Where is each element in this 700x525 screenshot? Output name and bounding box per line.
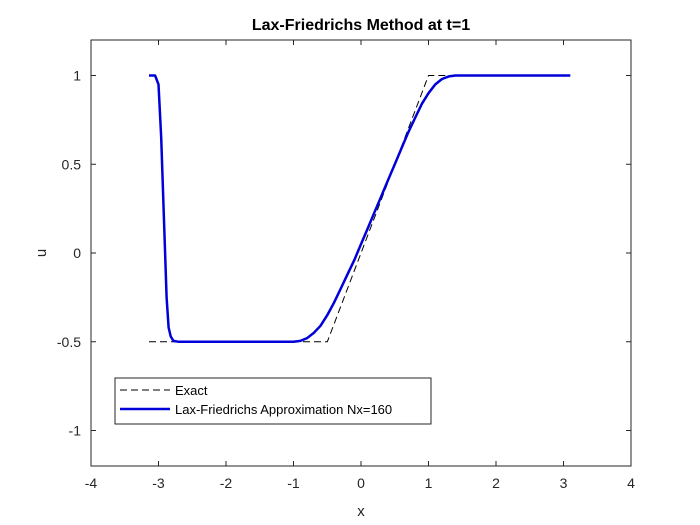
x-tick-label: -1: [287, 475, 300, 491]
x-tick-label: 2: [492, 475, 500, 491]
x-tick-label: -3: [152, 475, 165, 491]
x-tick-label: 3: [560, 475, 568, 491]
ticks-layer: -4 -3 -2 -1 0 1 2 3 4 -1 -0.5 0 0.5 1: [57, 40, 635, 491]
chart-title: Lax-Friedrichs Method at t=1: [252, 17, 470, 34]
y-tick-label: 0: [73, 245, 81, 261]
y-axis-label: u: [33, 249, 50, 257]
legend-box: [114, 377, 432, 425]
series-line-approximation: [149, 74, 571, 344]
y-tick-label: -1: [69, 423, 82, 439]
x-tick-label: 4: [627, 475, 635, 491]
x-tick-label: 0: [357, 475, 365, 491]
legend-label-exact: Exact: [175, 383, 208, 398]
x-axis-label: x: [357, 503, 365, 520]
x-tick-label: -4: [85, 475, 98, 491]
y-tick-label: 0.5: [62, 156, 82, 172]
y-tick-label: -0.5: [57, 334, 81, 350]
series-layer: [149, 74, 571, 344]
y-tick-label: 1: [73, 68, 81, 84]
legend: Exact Lax-Friedrichs Approximation Nx=16…: [114, 377, 432, 425]
x-tick-label: 1: [425, 475, 433, 491]
x-tick-label: -2: [220, 475, 233, 491]
legend-label-approximation: Lax-Friedrichs Approximation Nx=160: [175, 402, 392, 417]
